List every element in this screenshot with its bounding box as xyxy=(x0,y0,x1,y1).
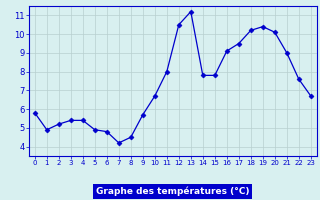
Text: Graphe des températures (°C): Graphe des températures (°C) xyxy=(96,186,250,196)
